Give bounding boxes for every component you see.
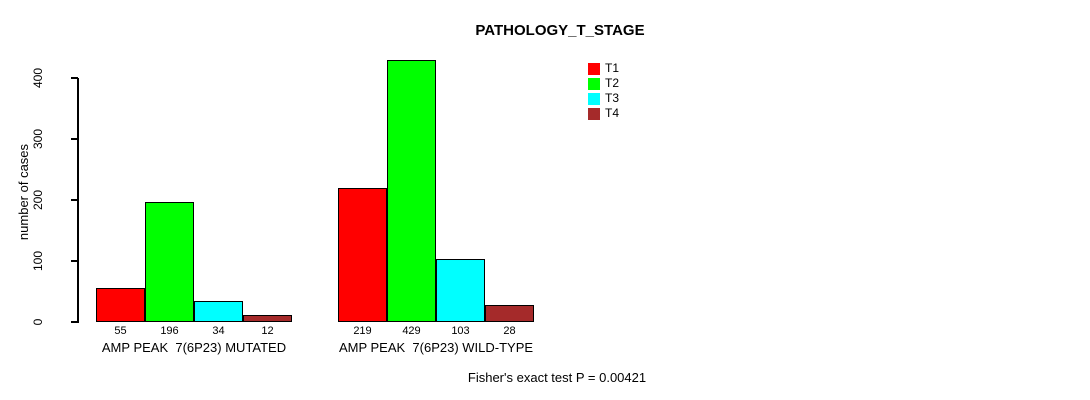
legend-row: T1 xyxy=(588,61,619,76)
y-axis-tick xyxy=(70,321,78,323)
y-axis-tick-label: 400 xyxy=(31,67,45,89)
bar-t2-group1 xyxy=(145,202,194,322)
legend-label: T2 xyxy=(605,76,620,90)
y-axis-tick-label: 100 xyxy=(31,250,45,272)
bar-value-label: 429 xyxy=(402,325,421,337)
legend-label: T1 xyxy=(605,61,620,75)
group-label: AMP PEAK 7(6P23) WILD-TYPE xyxy=(338,340,534,355)
legend-swatch-t2 xyxy=(588,77,600,90)
y-axis-tick xyxy=(70,138,78,140)
y-axis-tick-label: 0 xyxy=(31,318,45,326)
bar-value-label: 34 xyxy=(212,325,225,337)
bar-value-label: 219 xyxy=(353,325,372,337)
fisher-test-annotation: Fisher's exact test P = 0.00421 xyxy=(467,370,647,385)
bar-t2-group2 xyxy=(387,60,436,322)
y-axis-tick xyxy=(70,260,78,262)
bar-value-label: 196 xyxy=(160,325,179,337)
legend-swatch-t3 xyxy=(588,92,600,105)
y-axis-line xyxy=(77,78,79,323)
bar-t1-group1 xyxy=(96,288,145,322)
y-axis-tick xyxy=(70,199,78,201)
legend-row: T3 xyxy=(588,91,619,106)
bar-t3-group2 xyxy=(436,259,485,322)
chart-title: PATHOLOGY_T_STAGE xyxy=(475,22,645,39)
legend-row: T2 xyxy=(588,76,619,91)
legend-row: T4 xyxy=(588,106,619,121)
y-axis-tick-label: 300 xyxy=(31,128,45,150)
bar-t4-group2 xyxy=(485,304,534,322)
legend-swatch-t4 xyxy=(588,107,600,120)
bar-value-label: 28 xyxy=(503,325,516,337)
y-axis-tick-label: 200 xyxy=(31,189,45,211)
legend-label: T4 xyxy=(605,106,620,120)
bar-t4-group1 xyxy=(243,314,292,322)
legend-label: T3 xyxy=(605,91,620,105)
bar-value-label: 12 xyxy=(261,325,274,337)
y-axis-tick xyxy=(70,77,78,79)
bar-t3-group1 xyxy=(194,301,243,322)
bar-t1-group2 xyxy=(338,188,387,322)
legend-swatch-t1 xyxy=(588,62,600,75)
bar-value-label: 103 xyxy=(451,325,470,337)
group-label: AMP PEAK 7(6P23) MUTATED xyxy=(101,340,287,355)
legend: T1 T2 T3 T4 xyxy=(588,61,619,121)
bar-value-label: 55 xyxy=(114,325,127,337)
